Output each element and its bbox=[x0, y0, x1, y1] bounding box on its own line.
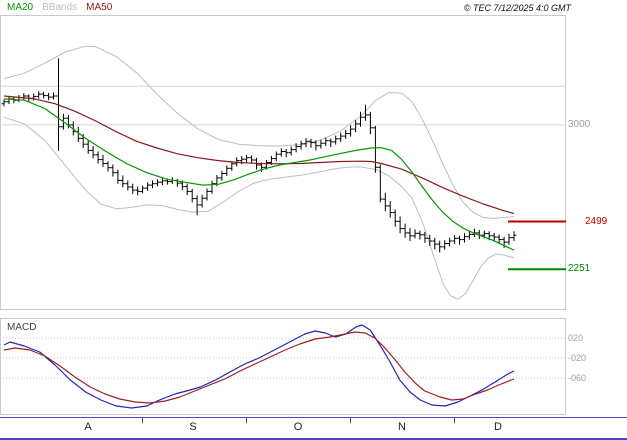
month-label-1: S bbox=[189, 421, 197, 433]
bottom-border-line bbox=[0, 438, 627, 440]
macd-axis-label-1: -020 bbox=[568, 353, 587, 363]
month-tick bbox=[350, 418, 351, 423]
month-label-2: O bbox=[293, 421, 303, 433]
time-axis-divider-line bbox=[0, 417, 627, 418]
price-chart-canvas bbox=[0, 15, 566, 310]
macd-axis-label-0: 020 bbox=[568, 333, 584, 343]
price-axis-label-3000: 3000 bbox=[568, 118, 591, 130]
legend-bbands: BBands bbox=[42, 2, 78, 13]
indicator-legend: MA20 BBands MA50 bbox=[7, 2, 121, 13]
macd-axis-label-2: -060 bbox=[568, 373, 587, 383]
ma20-value-label: 2251 bbox=[568, 263, 591, 275]
month-label-3: N bbox=[398, 421, 406, 433]
macd-chart-canvas bbox=[0, 318, 566, 415]
month-tick bbox=[454, 418, 455, 423]
month-label-0: A bbox=[84, 421, 92, 433]
legend-ma50: MA50 bbox=[86, 2, 113, 13]
copyright-text: © TEC 7/12/2025 4:0 GMT bbox=[463, 3, 571, 13]
month-tick bbox=[246, 418, 247, 423]
legend-ma20: MA20 bbox=[7, 2, 34, 13]
month-tick bbox=[142, 418, 143, 423]
macd-panel-title: MACD bbox=[7, 322, 37, 333]
month-label-4: D bbox=[494, 421, 502, 433]
ma50-value-label: 2499 bbox=[585, 215, 608, 227]
